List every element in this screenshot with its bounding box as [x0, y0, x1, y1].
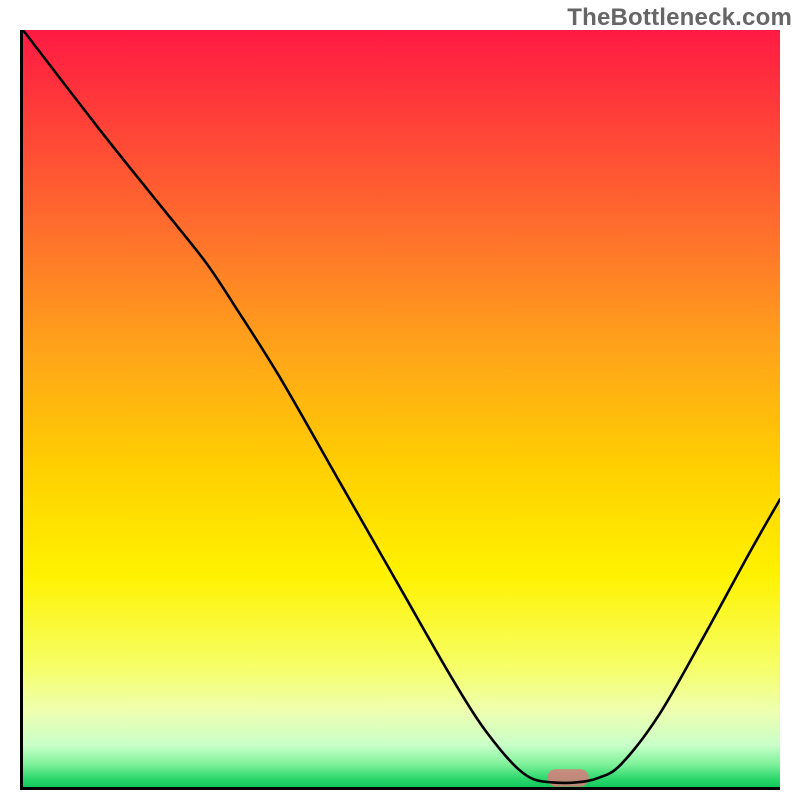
plot-svg [23, 30, 780, 787]
watermark-text: TheBottleneck.com [567, 4, 792, 32]
plot-area [20, 30, 780, 790]
chart-canvas: TheBottleneck.com [0, 0, 800, 800]
gradient-background [23, 30, 780, 787]
